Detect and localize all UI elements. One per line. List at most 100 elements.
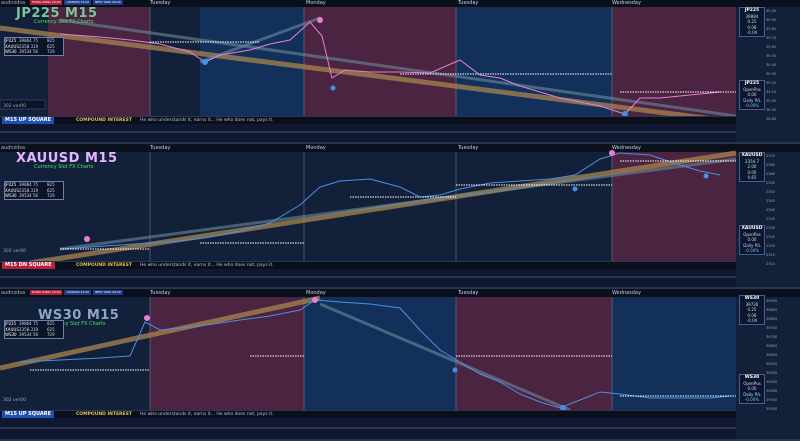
- price-tick: 39400: [766, 389, 778, 393]
- price-tick: 39750: [766, 326, 778, 330]
- mini-cell: 625: [47, 187, 55, 193]
- mini-cell: 75: [33, 182, 39, 187]
- right-pos-panel: XAUUSD OpenPos 0.00 Daily P/L -0.00%: [739, 225, 765, 255]
- price-tick: 2355: [766, 181, 775, 185]
- mini-row: XAUUSD2358.319 625: [5, 327, 63, 333]
- session-tabs: HONG KONG 24:00 LONDON 14:00 NEW YORK 09…: [30, 290, 123, 295]
- right-pos-line: 0.00: [747, 237, 757, 242]
- mini-cell: 825: [47, 321, 55, 326]
- right-pos-panel: JP225 OpenPos 0.00 Daily P/L -0.00%: [739, 80, 765, 110]
- symbol-label: audnzdsa: [1, 290, 26, 296]
- chart-title: XAUUSD M15: [16, 151, 118, 166]
- mini-cell: 39884: [19, 182, 32, 187]
- price-tick: 2315: [766, 253, 775, 257]
- info-bar: M15 DN SQUARE COMPOUND INTEREST He who u…: [0, 261, 736, 269]
- right-line: -0.04: [746, 30, 758, 35]
- right-symbol: JP225: [744, 8, 760, 13]
- mini-cell: 825: [47, 182, 55, 187]
- session-tab[interactable]: LONDON 14:00: [64, 0, 92, 5]
- right-symbol: WS30: [744, 296, 760, 301]
- right-pos-line: -0.00%: [744, 103, 760, 108]
- square-badge: M15 DN SQUARE: [2, 262, 55, 269]
- mini-cell: 39534: [19, 49, 32, 54]
- price-tick: 39.00: [766, 99, 777, 103]
- mini-cell: 729: [47, 193, 55, 198]
- mini-row: XAUUSD2358.319 625: [5, 188, 63, 194]
- compound-label: COMPOUND INTEREST: [76, 412, 132, 417]
- right-line: -0.04: [746, 318, 758, 323]
- mini-cell: 729: [47, 332, 55, 337]
- day-label: Wednesday: [612, 290, 641, 296]
- right-pos-symbol: JP225: [744, 81, 760, 86]
- price-tick: 39.80: [766, 27, 777, 31]
- chart-subtitle: Currency Slot FX Charts: [46, 321, 106, 327]
- mini-cell: 729: [47, 49, 55, 54]
- chart-panel-jp225[interactable]: audnzdsa HONG KONG 24:00 LONDON 14:00 NE…: [0, 0, 800, 144]
- session-tab[interactable]: NEW YORK 09:00: [93, 290, 123, 295]
- compound-label: COMPOUND INTEREST: [76, 263, 132, 268]
- price-chart[interactable]: [0, 0, 800, 142]
- right-pos-line: 0.00: [747, 386, 757, 391]
- right-pos-line: 0.00: [747, 92, 757, 97]
- price-tick: 40.00: [766, 9, 777, 13]
- price-chart[interactable]: [0, 145, 800, 287]
- price-axis: 40.00 39.90 39.80 39.70 39.60 39.50 39.4…: [766, 7, 800, 124]
- price-tick: 2340: [766, 208, 775, 212]
- right-pos-panel: WS30 OpenPos 0.00 Daily P/L -0.00%: [739, 374, 765, 404]
- price-tick: 2330: [766, 226, 775, 230]
- price-tick: 39900: [766, 299, 778, 303]
- day-label: Tuesday: [458, 290, 479, 296]
- day-label: Monday: [306, 290, 326, 296]
- right-line: 0.25: [747, 19, 757, 24]
- mini-cell: 825: [47, 38, 55, 43]
- price-tick: 39800: [766, 317, 778, 321]
- price-tick: 39300: [766, 407, 778, 411]
- compound-label: COMPOUND INTEREST: [76, 118, 132, 123]
- mini-cell: 56: [33, 332, 39, 337]
- quote-text: He who understands it, earns it... He wh…: [140, 412, 274, 417]
- chart-title: JP225 M15: [16, 6, 98, 21]
- price-tick: 39.30: [766, 72, 777, 76]
- session-tab[interactable]: HONG KONG 24:00: [30, 0, 63, 5]
- right-info-panel: JP225 39884 0.25 0.08 -0.04: [739, 7, 765, 37]
- mini-cell: JP225: [5, 182, 17, 187]
- price-tick: 2360: [766, 172, 775, 176]
- right-symbol: XAUUSD: [741, 153, 763, 158]
- mini-row: JP225 39864 75 825: [5, 38, 63, 44]
- chart-subtitle: Currency Slot FX Charts: [34, 164, 94, 170]
- right-line: 0.25: [747, 307, 757, 312]
- symbol-label: audnzdsa: [1, 0, 26, 6]
- price-tick: 39650: [766, 344, 778, 348]
- right-pos-line: Daily P/L: [743, 391, 761, 397]
- chart-panel-xauusd[interactable]: audnzdsa Tuesday Monday Tuesday Wednesda…: [0, 145, 800, 289]
- price-tick: 2370: [766, 154, 775, 158]
- price-tick: 39700: [766, 335, 778, 339]
- mini-cell: 56: [33, 49, 39, 54]
- session-tab[interactable]: LONDON 14:00: [64, 290, 92, 295]
- mini-cell: WS30: [5, 193, 17, 198]
- chart-title: WS30 M15: [38, 308, 120, 323]
- mini-cell: XAUUSD: [5, 326, 19, 332]
- chart-panel-ws30[interactable]: audnzdsa HONG KONG 24:00 LONDON 14:00 NE…: [0, 290, 800, 441]
- price-tick: 2325: [766, 235, 775, 239]
- right-pos-symbol: WS30: [744, 375, 760, 380]
- right-price: 39884: [745, 13, 759, 19]
- day-label: Wednesday: [612, 0, 641, 6]
- session-tab[interactable]: HONG KONG 24:00: [30, 290, 63, 295]
- price-tick: 39.10: [766, 90, 777, 94]
- right-price: 39730: [745, 301, 759, 307]
- price-chart[interactable]: [0, 290, 800, 439]
- price-tick: 38.80: [766, 117, 777, 121]
- right-line: 0.08: [747, 24, 757, 30]
- mini-cell: JP225: [5, 321, 17, 326]
- day-label: Tuesday: [150, 290, 171, 296]
- mini-cell: WS30: [5, 332, 17, 337]
- price-tick: 39550: [766, 362, 778, 366]
- session-tabs: HONG KONG 24:00 LONDON 14:00 NEW YORK 09…: [30, 0, 123, 5]
- mini-cell: XAUUSD: [5, 187, 19, 193]
- mini-cell: 39534: [19, 193, 32, 198]
- session-tab[interactable]: NEW YORK 09:00: [93, 0, 123, 5]
- mini-row: WS30 39534 56 729: [5, 49, 63, 55]
- mini-row: WS30 39534 56 729: [5, 332, 63, 338]
